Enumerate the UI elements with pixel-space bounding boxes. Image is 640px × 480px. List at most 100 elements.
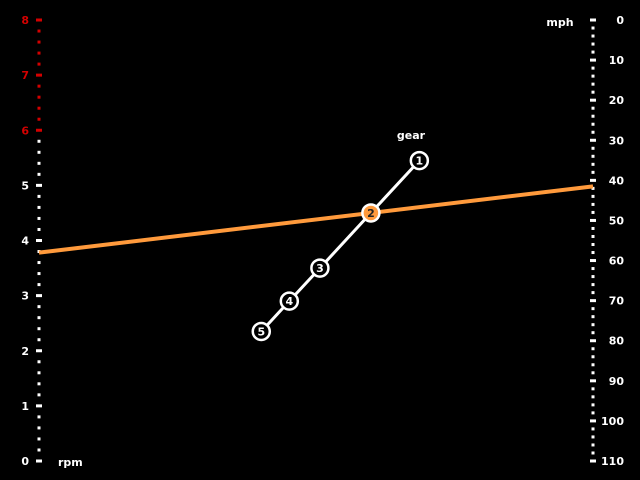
mph-minor-tick — [591, 82, 595, 86]
gear-point-3[interactable]: 3 — [310, 258, 330, 278]
rpm-minor-tick — [37, 62, 41, 66]
mph-minor-tick — [591, 26, 595, 30]
mph-minor-tick — [591, 130, 595, 134]
rpm-minor-tick — [37, 194, 41, 198]
rpm-minor-tick — [37, 205, 41, 209]
mph-minor-tick — [591, 307, 595, 311]
mph-minor-tick — [591, 435, 595, 439]
mph-major-tick — [590, 58, 596, 62]
rpm-minor-tick — [37, 29, 41, 33]
rpm-minor-tick — [37, 316, 41, 320]
rpm-minor-tick — [37, 84, 41, 88]
mph-minor-tick — [591, 403, 595, 407]
mph-major-tick — [590, 98, 596, 102]
mph-minor-tick — [591, 66, 595, 70]
gear-label: gear — [397, 129, 426, 142]
rpm-minor-tick — [37, 117, 41, 121]
mph-minor-tick — [591, 90, 595, 94]
rpm-minor-tick — [37, 415, 41, 419]
rpm-minor-tick — [37, 283, 41, 287]
rpm-minor-tick — [37, 305, 41, 309]
mph-tick-label: 30 — [609, 134, 625, 147]
mph-tick-label: 10 — [609, 54, 625, 67]
gear-layer: 1 2 3 4 5 — [251, 150, 430, 342]
mph-minor-tick — [591, 74, 595, 78]
mph-minor-tick — [591, 210, 595, 214]
mph-tick-label: 0 — [616, 14, 624, 27]
mph-axis-title: mph — [546, 16, 573, 29]
rpm-minor-tick — [37, 139, 41, 143]
mph-minor-tick — [591, 451, 595, 455]
mph-major-tick — [590, 218, 596, 222]
rpm-minor-tick — [37, 371, 41, 375]
mph-minor-tick — [591, 355, 595, 359]
mph-minor-tick — [591, 283, 595, 287]
mph-minor-tick — [591, 315, 595, 319]
mph-tick-label: 50 — [609, 214, 625, 227]
gear-point-1[interactable]: 1 — [409, 150, 430, 171]
rpm-tick-label: 7 — [21, 69, 29, 82]
rpm-minor-tick — [37, 95, 41, 99]
mph-tick-label: 90 — [609, 375, 625, 388]
mph-minor-tick — [591, 267, 595, 271]
mph-minor-tick — [591, 202, 595, 206]
rpm-minor-tick — [37, 261, 41, 265]
rpm-tick-label: 0 — [21, 455, 29, 468]
mph-axis: 0 10 20 30 40 50 60 70 80 90 100 110 — [590, 14, 624, 468]
mph-minor-tick — [591, 234, 595, 238]
mph-minor-tick — [591, 347, 595, 351]
gear-marker — [361, 203, 381, 223]
mph-tick-label: 80 — [609, 335, 625, 348]
mph-minor-tick — [591, 371, 595, 375]
mph-minor-tick — [591, 50, 595, 54]
gear-number-label: 4 — [285, 295, 293, 308]
mph-tick-label: 40 — [609, 174, 625, 187]
mph-major-tick — [590, 138, 596, 142]
rpm-minor-tick — [37, 426, 41, 430]
rpm-minor-tick — [37, 51, 41, 55]
mph-minor-tick — [591, 411, 595, 415]
mph-tick-label: 20 — [609, 94, 625, 107]
mph-major-tick — [590, 259, 596, 263]
mph-major-tick — [590, 18, 596, 22]
mph-major-tick — [590, 339, 596, 343]
mph-minor-tick — [591, 122, 595, 126]
gear-number-label: 5 — [257, 325, 265, 338]
rpm-minor-tick — [37, 216, 41, 220]
mph-minor-tick — [591, 331, 595, 335]
gear-marker — [251, 321, 272, 342]
gear-marker — [310, 258, 330, 278]
gear-point-2[interactable]: 2 — [361, 203, 381, 223]
mph-minor-tick — [591, 146, 595, 150]
gear-point-4[interactable]: 4 — [279, 291, 300, 311]
speed-line — [38, 184, 594, 255]
mph-minor-tick — [591, 427, 595, 431]
rpm-minor-tick — [37, 437, 41, 441]
gear-marker — [279, 291, 300, 311]
rpm-minor-tick — [37, 161, 41, 165]
rpm-major-tick — [36, 128, 42, 132]
gear-point-5[interactable]: 5 — [251, 321, 272, 342]
rpm-minor-tick — [37, 272, 41, 276]
rpm-major-tick — [36, 294, 42, 298]
mph-minor-tick — [591, 170, 595, 174]
mph-minor-tick — [591, 34, 595, 38]
mph-major-tick — [590, 299, 596, 303]
rpm-tick-label: 6 — [21, 124, 29, 137]
rpm-major-tick — [36, 18, 42, 22]
mph-minor-tick — [591, 443, 595, 447]
mph-minor-tick — [591, 251, 595, 255]
mph-minor-tick — [591, 106, 595, 110]
mph-minor-tick — [591, 387, 595, 391]
rpm-major-tick — [36, 459, 42, 463]
rpm-major-tick — [36, 349, 42, 353]
rpm-minor-tick — [37, 338, 41, 342]
rpm-minor-tick — [37, 382, 41, 386]
mph-major-tick — [590, 419, 596, 423]
rpm-axis-title: rpm — [58, 456, 83, 469]
mph-minor-tick — [591, 162, 595, 166]
mph-minor-tick — [591, 243, 595, 247]
mph-major-tick — [590, 459, 596, 463]
